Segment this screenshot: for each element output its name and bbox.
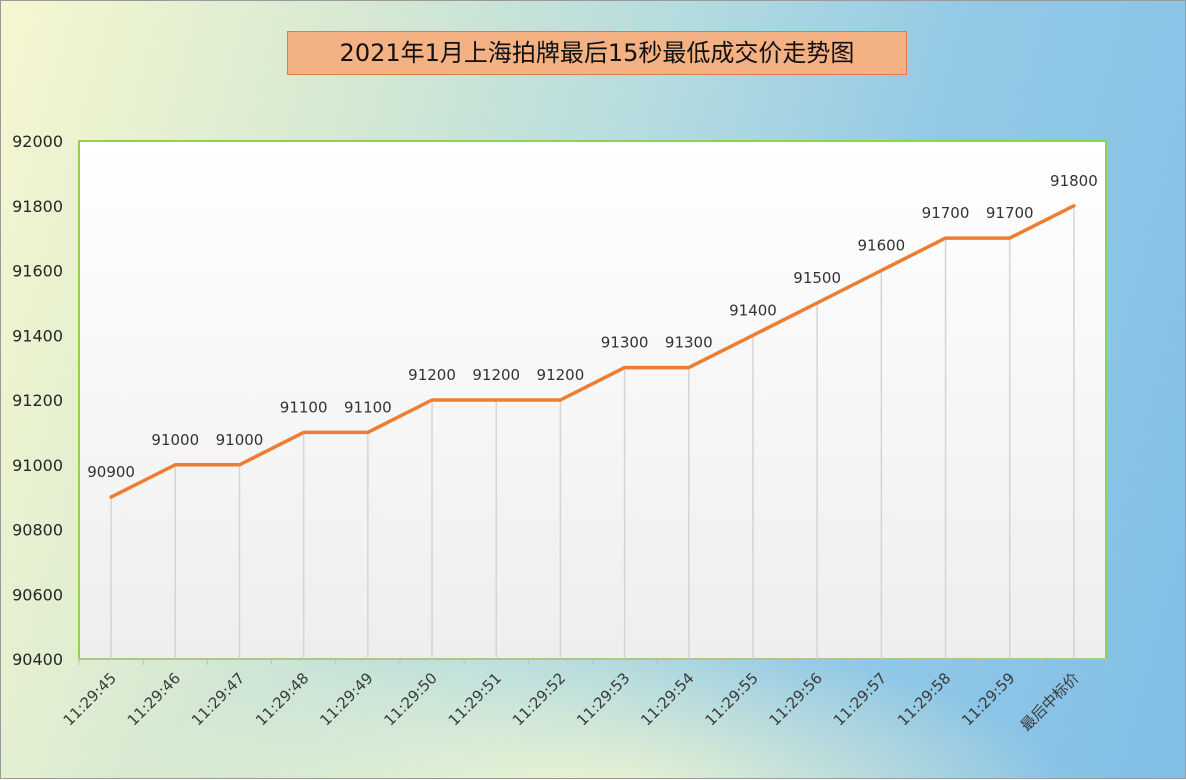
data-labels: 90900 91000 91000 91100 91100 91200 91200 91200… <box>87 172 1098 481</box>
data-label: 91200 <box>537 366 585 384</box>
data-label: 91800 <box>1050 172 1098 190</box>
y-tick-label: 90600 <box>12 585 63 604</box>
data-label: 91000 <box>151 431 199 449</box>
y-tick-label: 91400 <box>12 326 63 345</box>
x-axis: 11:29:45 11:29:46 11:29:47 11:29:48 11:29:49… <box>60 658 1107 735</box>
y-tick-label: 91000 <box>12 456 63 475</box>
y-axis: 90400 90600 90800 91000 91200 91400 91600 91800… <box>12 132 63 669</box>
x-tick-label: 11:29:59 <box>958 669 1018 729</box>
data-label: 91500 <box>793 269 841 287</box>
data-label: 91100 <box>280 398 328 416</box>
x-tick-label: 11:29:45 <box>60 669 120 729</box>
x-tick-label: 11:29:53 <box>573 669 633 729</box>
plot-area <box>78 140 1107 660</box>
x-tick-label: 最后中标价 <box>1017 669 1083 735</box>
x-tick-label: 11:29:51 <box>445 669 505 729</box>
x-tick-label: 11:29:55 <box>701 669 761 729</box>
x-tick-label: 11:29:47 <box>188 669 248 729</box>
y-tick-label: 90400 <box>12 650 63 669</box>
data-label: 91700 <box>986 204 1034 222</box>
y-tick-label: 91800 <box>12 197 63 216</box>
x-tick-label: 11:29:57 <box>830 669 890 729</box>
x-tick-label: 11:29:56 <box>766 669 826 729</box>
x-tick-label: 11:29:54 <box>637 669 697 729</box>
x-tick-label: 11:29:48 <box>252 669 312 729</box>
x-tick-label: 11:29:52 <box>509 669 569 729</box>
data-label: 91600 <box>857 237 905 255</box>
series-line <box>109 204 1076 499</box>
data-label: 91700 <box>922 204 970 222</box>
data-label: 91300 <box>665 334 713 352</box>
data-label: 91100 <box>344 398 392 416</box>
x-tick-label: 11:29:49 <box>316 669 376 729</box>
x-tick-label: 11:29:46 <box>124 669 184 729</box>
y-tick-label: 92000 <box>12 132 63 151</box>
data-label: 91400 <box>729 301 777 319</box>
data-label: 91000 <box>216 431 264 449</box>
chart-title: 2021年1月上海拍牌最后15秒最低成交价走势图 <box>287 31 907 75</box>
y-tick-label: 91200 <box>12 391 63 410</box>
data-label: 91200 <box>408 366 456 384</box>
data-label: 90900 <box>87 463 135 481</box>
drop-lines <box>110 205 1075 659</box>
y-tick-label: 90800 <box>12 521 63 540</box>
data-label: 91300 <box>601 334 649 352</box>
x-tick-label: 11:29:50 <box>380 669 440 729</box>
y-tick-label: 91600 <box>12 262 63 281</box>
data-label: 91200 <box>472 366 520 384</box>
x-tick-label: 11:29:58 <box>894 669 954 729</box>
